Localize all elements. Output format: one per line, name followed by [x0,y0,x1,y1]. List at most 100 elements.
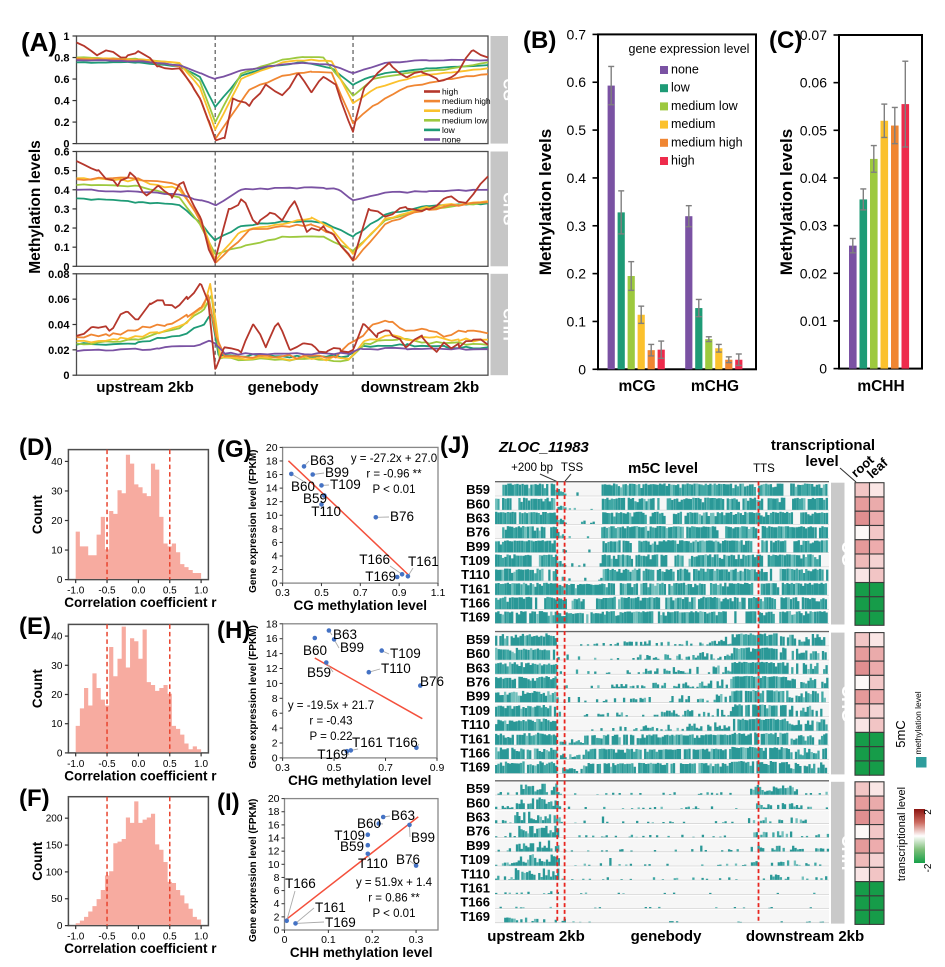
svg-text:0: 0 [63,370,69,382]
svg-text:16: 16 [268,819,280,831]
svg-text:Correlation coefficient r: Correlation coefficient r [64,941,217,956]
svg-text:16: 16 [266,633,278,645]
svg-text:T110: T110 [358,856,388,871]
svg-text:mCHH: mCHH [857,378,904,395]
svg-text:0.06: 0.06 [800,75,827,91]
svg-text:0: 0 [57,748,63,759]
svg-text:12: 12 [266,496,278,508]
svg-text:m5C level: m5C level [628,460,698,477]
svg-text:0.3: 0.3 [54,204,69,216]
svg-text:B59: B59 [466,482,490,497]
svg-text:0.6: 0.6 [54,147,69,159]
svg-text:0.01: 0.01 [800,313,827,329]
svg-text:T110: T110 [311,504,341,519]
svg-text:2: 2 [274,911,280,923]
svg-text:(J): (J) [440,432,469,459]
svg-text:Methylation levels: Methylation levels [27,140,44,274]
svg-text:-2: -2 [923,863,934,872]
svg-text:18: 18 [266,618,278,630]
svg-text:T109: T109 [460,852,490,867]
svg-text:0.06: 0.06 [48,294,69,306]
svg-text:B63: B63 [466,660,490,675]
svg-text:0.05: 0.05 [800,122,827,138]
svg-text:0.3: 0.3 [275,587,290,599]
svg-text:B59: B59 [466,632,490,647]
svg-text:upstream 2kb: upstream 2kb [96,379,194,396]
svg-text:8: 8 [274,872,280,884]
svg-text:0.07: 0.07 [800,27,827,43]
svg-text:0.04: 0.04 [800,170,827,186]
svg-text:P < 0.01: P < 0.01 [373,484,416,496]
svg-text:0: 0 [578,361,586,377]
svg-text:transcriptional level: transcriptional level [896,787,908,881]
svg-text:B76: B76 [466,525,490,540]
svg-text:B99: B99 [411,830,435,845]
svg-text:y = 51.9x + 1.4: y = 51.9x + 1.4 [356,877,433,889]
svg-text:0.1: 0.1 [54,242,69,254]
svg-text:6: 6 [272,537,278,549]
svg-text:high: high [671,154,695,168]
svg-text:14: 14 [266,648,278,660]
svg-text:none: none [671,63,699,77]
svg-text:B60: B60 [466,646,490,661]
svg-text:30: 30 [51,487,63,498]
svg-text:10: 10 [51,546,63,557]
svg-text:B99: B99 [466,689,490,704]
svg-text:4: 4 [272,551,278,563]
svg-text:medium high: medium high [671,135,743,149]
svg-text:B99: B99 [466,539,490,554]
svg-text:0: 0 [819,361,827,377]
svg-text:(D): (D) [19,434,52,461]
svg-text:B59: B59 [340,839,364,854]
svg-text:12: 12 [268,846,280,858]
svg-text:T166: T166 [460,745,490,760]
svg-text:r = 0.86 **: r = 0.86 ** [368,893,420,905]
svg-text:Gene expression level (FPKM): Gene expression level (FPKM) [248,625,259,768]
svg-text:B59: B59 [307,665,331,680]
svg-text:0.7: 0.7 [567,26,587,42]
svg-text:low: low [442,125,456,135]
svg-text:(G): (G) [217,436,252,463]
svg-text:1: 1 [63,31,69,43]
svg-text:CHH: CHH [838,835,856,871]
svg-text:CHG: CHG [500,192,517,225]
svg-text:B63: B63 [391,808,415,823]
svg-text:40: 40 [51,632,63,643]
svg-text:Count: Count [30,669,45,708]
svg-text:B76: B76 [396,852,420,867]
svg-text:0.6: 0.6 [567,74,587,90]
svg-text:none: none [442,135,461,145]
svg-text:T169: T169 [460,610,490,625]
svg-text:T109: T109 [390,646,421,661]
svg-text:6: 6 [274,885,280,897]
svg-text:12: 12 [266,663,278,675]
svg-text:B76: B76 [466,675,490,690]
svg-text:4: 4 [272,723,278,735]
svg-text:genebody: genebody [631,928,702,945]
svg-text:genebody: genebody [248,379,319,396]
svg-text:B60: B60 [466,795,490,810]
svg-text:medium low: medium low [671,99,739,113]
svg-text:B63: B63 [466,511,490,526]
svg-text:medium low: medium low [442,115,488,125]
svg-text:150: 150 [46,841,63,852]
svg-text:T169: T169 [317,747,348,762]
svg-text:(C): (C) [769,27,802,54]
svg-text:B76: B76 [466,824,490,839]
svg-text:T161: T161 [460,731,490,746]
svg-text:T161: T161 [315,900,346,915]
svg-text:medium high: medium high [442,96,491,106]
svg-text:18: 18 [268,806,280,818]
svg-text:0.2: 0.2 [567,266,587,282]
svg-text:10: 10 [51,719,63,730]
svg-text:(B): (B) [523,27,556,54]
svg-text:B60: B60 [466,496,490,511]
svg-text:mCG: mCG [618,378,655,395]
svg-text:medium: medium [442,106,472,116]
svg-text:T169: T169 [325,915,356,930]
svg-text:T109: T109 [460,703,490,718]
svg-text:CG methylation level: CG methylation level [294,598,428,613]
svg-text:P = 0.22: P = 0.22 [310,731,353,743]
svg-text:20: 20 [266,442,278,454]
svg-text:8: 8 [272,523,278,535]
